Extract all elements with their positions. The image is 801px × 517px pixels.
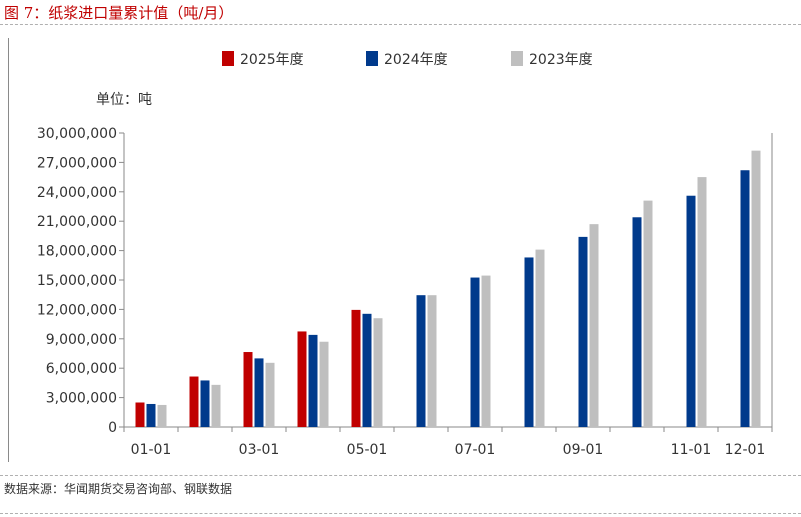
bar-2025年度-01-01 (135, 402, 145, 427)
legend-label: 2023年度 (529, 52, 593, 68)
bar-2024年度-09-01 (578, 236, 588, 427)
bar-2023年度-05-01 (373, 318, 383, 427)
bars (135, 150, 761, 428)
bar-2025年度-03-01 (243, 352, 253, 427)
left-frame-line (8, 38, 9, 462)
bar-2024年度-05-01 (362, 313, 372, 427)
legend-label: 2024年度 (384, 52, 448, 68)
bar-2023年度-08-01 (535, 249, 545, 427)
bar-2023年度-11-01 (697, 177, 707, 427)
legend-label: 2025年度 (240, 52, 304, 68)
legend-swatch (511, 51, 523, 66)
x-tick-label: 01-01 (131, 442, 172, 458)
bar-2023年度-06-01 (427, 295, 437, 427)
bar-2024年度-07-01 (470, 277, 480, 427)
bar-2024年度-06-01 (416, 295, 426, 427)
x-axis: 01-01 03-01 05-01 07-01 09-01 11-01 12-01 (123, 133, 773, 458)
bar-2024年度-04-01 (308, 334, 318, 427)
y-tick-label: 30,000,000 (37, 126, 117, 142)
x-tick-label: 11-01 (671, 442, 712, 458)
x-tick-label: 09-01 (563, 442, 604, 458)
source-note: 数据来源：华闻期货交易咨询部、钢联数据 (4, 482, 233, 496)
legend: 2025年度 2024年度 2023年度 (222, 51, 593, 68)
y-tick-label: 27,000,000 (37, 155, 117, 171)
bar-2024年度-10-01 (632, 217, 642, 427)
bar-2023年度-04-01 (319, 341, 329, 427)
bar-2024年度-12-01 (740, 170, 750, 428)
bottom-divider (0, 475, 801, 476)
top-divider (0, 24, 801, 25)
y-tick-label: 15,000,000 (37, 273, 117, 289)
bar-2024年度-11-01 (686, 195, 696, 427)
figure-title: 图 7：纸浆进口量累计值（吨/月） (4, 4, 234, 22)
x-tick-label: 12-01 (725, 442, 766, 458)
bar-2024年度-08-01 (524, 257, 534, 427)
bar-2025年度-05-01 (351, 309, 361, 427)
bar-2025年度-02-01 (189, 376, 199, 427)
legend-swatch (366, 51, 378, 66)
y-tick-label: 12,000,000 (37, 302, 117, 318)
y-tick-label: 24,000,000 (37, 185, 117, 201)
x-tick-label: 05-01 (347, 442, 388, 458)
unit-label: 单位：吨 (96, 92, 152, 108)
bar-2023年度-09-01 (589, 224, 599, 427)
bar-2023年度-01-01 (157, 404, 167, 427)
y-axis: 0 3,000,000 6,000,000 9,000,000 12,000,000 15… (37, 126, 125, 436)
bar-2024年度-02-01 (200, 380, 210, 427)
x-tick-label: 07-01 (455, 442, 496, 458)
x-tick-label: 03-01 (239, 442, 280, 458)
bar-2023年度-12-01 (751, 150, 761, 427)
bar-2023年度-07-01 (481, 275, 491, 427)
bar-2023年度-03-01 (265, 362, 275, 427)
y-tick-label: 3,000,000 (46, 391, 117, 407)
y-tick-label: 0 (108, 420, 117, 436)
y-tick-label: 9,000,000 (46, 332, 117, 348)
legend-swatch (222, 51, 234, 66)
bar-2024年度-03-01 (254, 358, 264, 427)
bar-2024年度-01-01 (146, 403, 156, 427)
end-divider (0, 513, 801, 514)
bar-2023年度-10-01 (643, 200, 653, 427)
bar-2023年度-02-01 (211, 384, 221, 427)
bar-2025年度-04-01 (297, 331, 307, 427)
y-tick-label: 21,000,000 (37, 214, 117, 230)
y-tick-label: 18,000,000 (37, 244, 117, 260)
y-tick-label: 6,000,000 (46, 361, 117, 377)
